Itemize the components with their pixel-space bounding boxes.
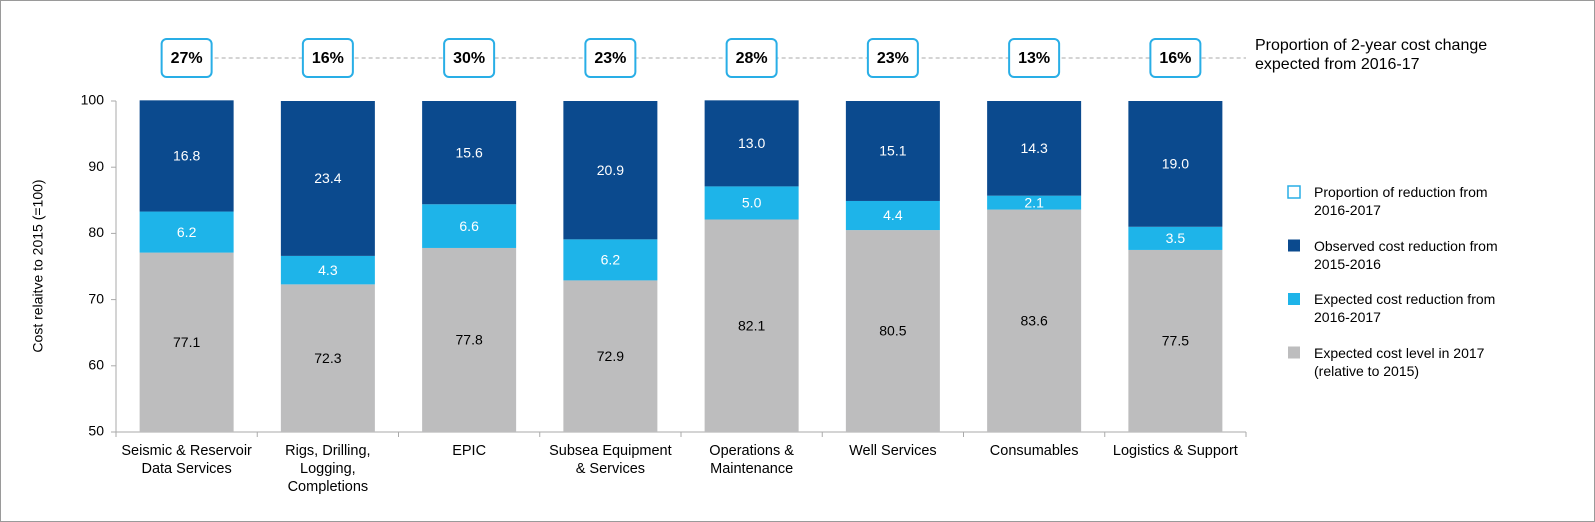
y-tick-label: 70 bbox=[88, 290, 104, 306]
legend-swatch bbox=[1288, 346, 1300, 359]
data-label: 83.6 bbox=[1021, 312, 1048, 328]
data-label: 6.2 bbox=[601, 252, 621, 268]
data-label: 15.1 bbox=[879, 143, 906, 159]
bar-segment bbox=[422, 101, 517, 205]
data-label: 2.1 bbox=[1024, 194, 1044, 210]
legend-label: Expected cost level in 2017 (relative to… bbox=[1314, 344, 1485, 379]
data-label: 15.6 bbox=[456, 144, 483, 160]
x-tick-label: Logistics & Support bbox=[1112, 443, 1238, 459]
bar-segment bbox=[280, 255, 375, 285]
bar-segment bbox=[987, 101, 1082, 196]
legend-label: Observed cost reduction from 2015-2016 bbox=[1314, 237, 1498, 272]
bar-segment bbox=[139, 252, 234, 432]
bar-segment bbox=[1128, 226, 1223, 250]
bar-segment bbox=[845, 230, 940, 432]
data-label: 80.5 bbox=[879, 323, 906, 339]
data-label: 6.6 bbox=[459, 218, 479, 234]
data-label: 77.5 bbox=[1162, 333, 1189, 349]
y-tick-label: 50 bbox=[88, 423, 104, 439]
proportion-box bbox=[584, 38, 637, 78]
proportion-label: 23% bbox=[877, 50, 909, 67]
legend-label: Expected cost reduction from 2016-2017 bbox=[1314, 291, 1496, 325]
proportion-box bbox=[443, 38, 496, 78]
bar-segment bbox=[422, 247, 517, 432]
proportion-box bbox=[301, 38, 354, 78]
bar-segment bbox=[704, 100, 799, 187]
y-tick-label: 60 bbox=[88, 357, 104, 373]
bar-segment bbox=[704, 219, 799, 432]
data-label: 19.0 bbox=[1162, 156, 1189, 172]
x-tick-label: Well Services bbox=[849, 443, 937, 459]
data-label: 4.4 bbox=[883, 207, 903, 223]
data-label: 5.0 bbox=[742, 195, 762, 211]
x-tick-label: Seismic & Reservoir Data Services bbox=[121, 443, 252, 477]
bar-segment bbox=[422, 204, 517, 248]
proportion-box bbox=[1149, 38, 1202, 78]
x-tick-label: Rigs, Drilling, Logging, Completions bbox=[285, 443, 371, 495]
proportion-label: 16% bbox=[1159, 50, 1191, 67]
data-label: 23.4 bbox=[314, 170, 341, 186]
data-label: 4.3 bbox=[318, 262, 338, 278]
y-tick-label: 90 bbox=[88, 158, 104, 174]
proportion-box bbox=[725, 38, 778, 78]
proportion-box bbox=[1008, 38, 1061, 78]
x-tick-label: Operations & Maintenance bbox=[709, 443, 794, 477]
y-tick-label: 80 bbox=[88, 224, 104, 240]
data-label: 72.3 bbox=[314, 350, 341, 366]
data-label: 72.9 bbox=[597, 348, 624, 364]
proportion-label: 16% bbox=[312, 50, 344, 67]
proportion-label: 13% bbox=[1018, 50, 1050, 67]
bar-segment bbox=[139, 211, 234, 253]
y-axis-label: Cost relaitve to 2015 (=100) bbox=[30, 179, 46, 352]
bar-segment bbox=[704, 186, 799, 220]
proportion-label: 30% bbox=[453, 50, 485, 67]
y-tick-label: 100 bbox=[81, 92, 105, 108]
bar-segment bbox=[563, 239, 658, 281]
data-label: 3.5 bbox=[1166, 230, 1186, 246]
data-label: 14.3 bbox=[1021, 140, 1048, 156]
data-label: 6.2 bbox=[177, 224, 197, 240]
proportion-label: 23% bbox=[594, 50, 626, 67]
bar-segment bbox=[280, 101, 375, 256]
annotation: Proportion of 2-year cost change expecte… bbox=[1255, 37, 1488, 73]
proportion-box bbox=[160, 38, 213, 78]
proportion-box bbox=[866, 38, 919, 78]
legend-swatch bbox=[1288, 293, 1300, 305]
data-label: 77.8 bbox=[456, 332, 483, 348]
bar-segment bbox=[845, 101, 940, 201]
bar-segment bbox=[563, 101, 658, 240]
x-tick-label: Subsea Equipment & Services bbox=[549, 443, 672, 477]
proportion-label: 28% bbox=[736, 50, 768, 67]
legend-swatch bbox=[1288, 239, 1300, 252]
x-tick-label: EPIC bbox=[452, 443, 487, 459]
bar-segment bbox=[139, 100, 234, 212]
bar-segment bbox=[280, 284, 375, 432]
legend-swatch bbox=[1287, 185, 1301, 199]
legend-label: Proportion of reduction from 2016-2017 bbox=[1314, 184, 1488, 218]
bar-segment bbox=[987, 209, 1082, 432]
bar-segment bbox=[845, 200, 940, 231]
bar-segment bbox=[563, 280, 658, 432]
x-tick-label: Consumables bbox=[989, 443, 1079, 459]
data-label: 16.8 bbox=[173, 148, 200, 164]
proportion-label: 27% bbox=[171, 50, 203, 67]
data-label: 13.0 bbox=[738, 135, 765, 151]
data-label: 20.9 bbox=[597, 162, 624, 178]
bar-segment bbox=[1128, 101, 1223, 227]
bar-segment bbox=[987, 195, 1082, 210]
data-label: 82.1 bbox=[738, 317, 765, 333]
bar-segment bbox=[1128, 249, 1223, 432]
data-label: 77.1 bbox=[173, 334, 200, 350]
